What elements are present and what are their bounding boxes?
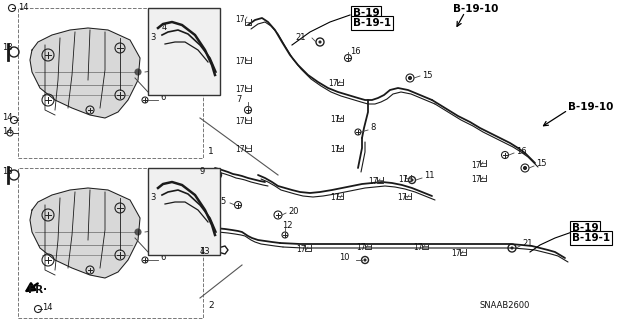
Bar [148, 168, 220, 255]
Text: 16: 16 [516, 146, 527, 155]
Text: 11: 11 [424, 172, 435, 181]
Text: 2: 2 [208, 300, 214, 309]
Text: 17: 17 [413, 243, 422, 253]
Text: 12: 12 [282, 220, 292, 229]
Text: 20: 20 [288, 207, 298, 217]
Circle shape [364, 259, 366, 261]
Text: FR·: FR· [28, 285, 47, 295]
Text: 17: 17 [398, 175, 408, 184]
Text: 14: 14 [2, 127, 13, 136]
Text: 17: 17 [235, 117, 244, 127]
Text: 19: 19 [160, 226, 170, 234]
Text: 1: 1 [208, 147, 214, 157]
Bar [18, 8, 203, 158]
Polygon shape [30, 28, 140, 118]
Circle shape [511, 247, 513, 249]
Text: 14: 14 [2, 113, 13, 122]
Text: 19: 19 [160, 65, 170, 75]
Text: B-19-10: B-19-10 [453, 4, 499, 14]
Text: B-19: B-19 [353, 8, 380, 18]
Text: 17: 17 [235, 57, 244, 66]
Text: 17: 17 [235, 85, 244, 94]
Text: 17: 17 [330, 145, 340, 154]
Text: 18: 18 [2, 167, 13, 176]
Text: 17: 17 [330, 194, 340, 203]
Text: B-19-1: B-19-1 [572, 233, 610, 243]
Text: 15: 15 [422, 70, 433, 79]
Polygon shape [30, 188, 140, 278]
Bar [148, 8, 220, 95]
Text: 16: 16 [350, 48, 360, 56]
Text: 3: 3 [150, 33, 156, 42]
Circle shape [217, 174, 219, 176]
Text: 15: 15 [536, 160, 547, 168]
Text: 17: 17 [471, 160, 481, 169]
Text: 14: 14 [18, 3, 29, 11]
Text: 10: 10 [339, 254, 350, 263]
Text: 7: 7 [237, 94, 242, 103]
Circle shape [135, 69, 141, 75]
Text: 17: 17 [397, 194, 406, 203]
Text: 13: 13 [200, 248, 210, 256]
Text: 5: 5 [221, 197, 226, 206]
Text: 21: 21 [522, 240, 532, 249]
Circle shape [411, 179, 413, 181]
Bar [18, 168, 203, 318]
Circle shape [524, 167, 527, 169]
Text: 17: 17 [235, 145, 244, 154]
Text: 6: 6 [160, 93, 165, 102]
Text: 6: 6 [160, 254, 165, 263]
Text: B-19-1: B-19-1 [353, 18, 391, 28]
Text: 4: 4 [162, 24, 167, 33]
Text: 17: 17 [356, 243, 365, 253]
Text: B-19: B-19 [572, 223, 598, 233]
Text: 17: 17 [235, 16, 244, 25]
Circle shape [319, 41, 321, 43]
Text: 18: 18 [2, 43, 13, 53]
Text: 17: 17 [328, 79, 338, 88]
Text: 8: 8 [370, 123, 376, 132]
Text: 17: 17 [368, 177, 378, 187]
Text: 21: 21 [296, 33, 306, 42]
Text: 9: 9 [200, 167, 205, 176]
Circle shape [135, 229, 141, 235]
Text: 3: 3 [150, 194, 156, 203]
Text: 14: 14 [42, 302, 52, 311]
Text: 17: 17 [471, 175, 481, 184]
Text: SNAAB2600: SNAAB2600 [480, 301, 531, 310]
Text: 4: 4 [200, 248, 205, 256]
Text: B-19-10: B-19-10 [568, 102, 613, 112]
Text: 17: 17 [451, 249, 461, 258]
Text: 17: 17 [330, 115, 340, 124]
Text: 17: 17 [296, 246, 306, 255]
Circle shape [408, 77, 412, 79]
